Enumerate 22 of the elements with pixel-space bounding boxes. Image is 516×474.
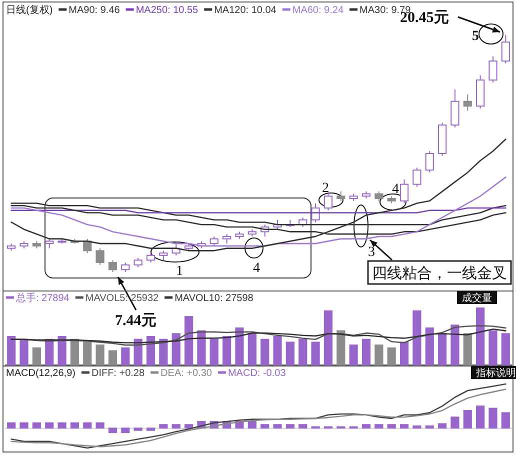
- annotation: 7.44元: [115, 312, 156, 329]
- annotation: 5: [472, 29, 479, 44]
- legend-label: DEA: +0.30: [160, 368, 212, 379]
- annotation: 4: [392, 182, 399, 197]
- legend-label: MAVOL5: 25932: [85, 293, 160, 304]
- text: 成交量: [462, 292, 492, 304]
- annotation: 3: [368, 245, 375, 260]
- legend-label: MAVOL10: 27598: [174, 293, 254, 304]
- annotation: 四线粘合，一线金叉: [372, 265, 507, 282]
- chart-title: MACD(12,26,9): [6, 368, 76, 379]
- legend-label: 总手: 27894: [15, 292, 70, 304]
- legend-label: MA250: 10.55: [136, 5, 199, 16]
- legend-label: MACD: -0.03: [228, 368, 286, 379]
- annotation: 1: [176, 264, 183, 279]
- legend-label: MA120: 10.04: [214, 5, 277, 16]
- chart-title: 日线(复权): [6, 4, 53, 16]
- legend-label: MA90: 9.46: [68, 5, 120, 16]
- annotation: 2: [322, 181, 329, 196]
- legend-label: MA60: 9.24: [292, 5, 344, 16]
- legend-label: DIFF: +0.28: [91, 368, 145, 379]
- annotation: 4: [253, 261, 260, 276]
- text: 指标说明: [475, 367, 516, 379]
